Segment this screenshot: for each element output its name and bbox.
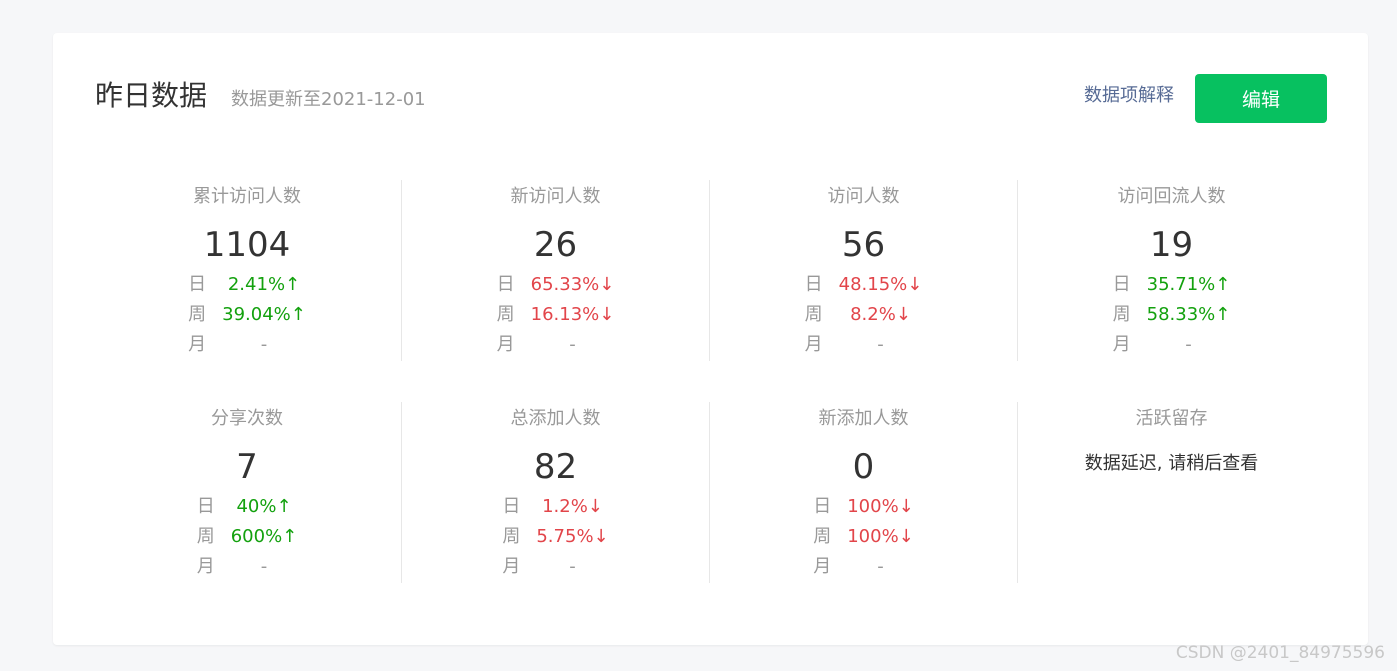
metric-label: 累计访问人数: [193, 186, 301, 207]
metric-card: 访问回流人数 19 日 35.71%↑ 周 58.33%↑ 月 -: [1017, 180, 1325, 361]
week-label: 周: [196, 526, 215, 547]
watermark: CSDN @2401_84975596: [1175, 643, 1385, 663]
month-change: -: [569, 334, 576, 355]
week-change: 16.13%↓: [530, 304, 615, 325]
metric-label: 活跃留存: [1135, 408, 1208, 429]
day-change: 65.33%↓: [530, 274, 615, 295]
metrics-row-2: 分享次数 7 日 40%↑ 周 600%↑ 月 - 总添加人数 82 日 1.2…: [93, 402, 1326, 583]
month-label: 月: [502, 556, 521, 577]
metric-card: 累计访问人数 1104 日 2.41%↑ 周 39.04%↑ 月 -: [93, 180, 401, 361]
metric-label: 访问人数: [827, 186, 900, 207]
day-label: 日: [813, 496, 832, 517]
week-label: 周: [804, 304, 823, 325]
month-label: 月: [804, 334, 823, 355]
metric-value: 1104: [203, 225, 291, 265]
week-change: 600%↑: [230, 526, 298, 547]
yesterday-data-card: 昨日数据 数据更新至2021-12-01 数据项解释 编辑 累计访问人数 110…: [53, 33, 1368, 645]
month-change: -: [877, 556, 884, 577]
week-label: 周: [1112, 304, 1131, 325]
metric-card: 访问人数 56 日 48.15%↓ 周 8.2%↓ 月 -: [709, 180, 1017, 361]
day-change: 2.41%↑: [227, 274, 301, 295]
metric-label: 新访问人数: [510, 186, 601, 207]
month-change: -: [260, 334, 268, 355]
metric-label: 新添加人数: [818, 408, 909, 429]
week-label: 周: [188, 304, 207, 325]
active-retention-card: 活跃留存 数据延迟, 请稍后查看: [1017, 402, 1325, 583]
metric-card: 总添加人数 82 日 1.2%↓ 周 5.75%↓ 月 -: [401, 402, 709, 583]
week-change: 8.2%↓: [850, 304, 911, 325]
metric-label: 总添加人数: [510, 408, 601, 429]
metrics-row-1: 累计访问人数 1104 日 2.41%↑ 周 39.04%↑ 月 - 新访问人数…: [93, 180, 1326, 361]
data-delay-notice: 数据延迟, 请稍后查看: [1084, 453, 1259, 474]
month-change: -: [260, 556, 268, 577]
day-label: 日: [188, 274, 207, 295]
month-change: -: [877, 334, 884, 355]
day-change: 35.71%↑: [1146, 274, 1231, 295]
month-label: 月: [196, 556, 215, 577]
day-label: 日: [804, 274, 823, 295]
metric-value: 56: [841, 225, 886, 265]
month-label: 月: [813, 556, 832, 577]
week-change: 100%↓: [847, 526, 914, 547]
day-label: 日: [502, 496, 521, 517]
data-explanation-link[interactable]: 数据项解释: [1084, 85, 1174, 106]
metric-label: 分享次数: [211, 408, 283, 429]
metric-card: 新访问人数 26 日 65.33%↓ 周 16.13%↓ 月 -: [401, 180, 709, 361]
day-change: 1.2%↓: [542, 496, 603, 517]
month-label: 月: [1112, 334, 1131, 355]
day-change: 48.15%↓: [838, 274, 923, 295]
update-date-text: 数据更新至2021-12-01: [231, 89, 426, 110]
week-change: 5.75%↓: [536, 526, 609, 547]
day-change: 40%↑: [236, 496, 292, 517]
metric-card: 分享次数 7 日 40%↑ 周 600%↑ 月 -: [93, 402, 401, 583]
month-change: -: [1185, 334, 1192, 355]
page-title: 昨日数据: [95, 79, 208, 112]
week-label: 周: [496, 304, 515, 325]
month-label: 月: [496, 334, 515, 355]
month-change: -: [569, 556, 576, 577]
metric-value: 7: [236, 447, 258, 487]
metrics-grid: 累计访问人数 1104 日 2.41%↑ 周 39.04%↑ 月 - 新访问人数…: [93, 180, 1326, 583]
week-change: 58.33%↑: [1146, 304, 1231, 325]
day-label: 日: [496, 274, 515, 295]
day-label: 日: [1112, 274, 1131, 295]
day-change: 100%↓: [847, 496, 914, 517]
metric-value: 82: [533, 447, 578, 487]
metric-card: 新添加人数 0 日 100%↓ 周 100%↓ 月 -: [709, 402, 1017, 583]
week-change: 39.04%↑: [222, 304, 306, 325]
metric-label: 访问回流人数: [1117, 186, 1226, 207]
month-label: 月: [188, 334, 207, 355]
edit-button[interactable]: 编辑: [1195, 74, 1327, 123]
week-label: 周: [813, 526, 832, 547]
metric-value: 26: [533, 225, 578, 265]
metric-value: 0: [852, 447, 875, 487]
week-label: 周: [502, 526, 521, 547]
metric-value: 19: [1149, 225, 1194, 265]
day-label: 日: [196, 496, 215, 517]
